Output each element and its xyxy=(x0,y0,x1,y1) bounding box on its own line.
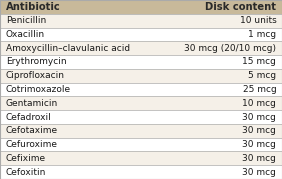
Bar xyxy=(0,110,282,124)
Bar xyxy=(0,83,282,96)
Text: 30 mcg: 30 mcg xyxy=(243,113,276,122)
Text: Antibiotic: Antibiotic xyxy=(6,2,60,12)
Bar xyxy=(0,55,282,69)
Text: Cefuroxime: Cefuroxime xyxy=(6,140,58,149)
Bar xyxy=(0,124,282,138)
Text: 15 mcg: 15 mcg xyxy=(243,57,276,66)
Text: Cotrimoxazole: Cotrimoxazole xyxy=(6,85,71,94)
Text: 30 mcg: 30 mcg xyxy=(243,154,276,163)
Text: Amoxycillin–clavulanic acid: Amoxycillin–clavulanic acid xyxy=(6,44,130,53)
Text: 5 mcg: 5 mcg xyxy=(248,71,276,80)
Text: 30 mcg: 30 mcg xyxy=(243,168,276,177)
Text: Cefoxitin: Cefoxitin xyxy=(6,168,46,177)
Bar xyxy=(0,138,282,151)
Bar xyxy=(0,151,282,165)
Text: Oxacillin: Oxacillin xyxy=(6,30,45,39)
Text: 30 mcg (20/10 mcg): 30 mcg (20/10 mcg) xyxy=(184,44,276,53)
Bar xyxy=(0,28,282,41)
Text: Ciprofloxacin: Ciprofloxacin xyxy=(6,71,65,80)
Text: 1 mcg: 1 mcg xyxy=(248,30,276,39)
Text: 10 mcg: 10 mcg xyxy=(243,99,276,108)
Bar xyxy=(0,69,282,83)
Text: Penicillin: Penicillin xyxy=(6,16,46,25)
Text: 30 mcg: 30 mcg xyxy=(243,140,276,149)
Text: Gentamicin: Gentamicin xyxy=(6,99,58,108)
Text: Erythromycin: Erythromycin xyxy=(6,57,66,66)
Text: 10 units: 10 units xyxy=(240,16,276,25)
Bar xyxy=(0,14,282,28)
Text: Cefixime: Cefixime xyxy=(6,154,46,163)
Bar xyxy=(0,165,282,179)
Bar xyxy=(0,41,282,55)
Text: 25 mcg: 25 mcg xyxy=(243,85,276,94)
Text: Cefotaxime: Cefotaxime xyxy=(6,126,58,135)
Text: 30 mcg: 30 mcg xyxy=(243,126,276,135)
Text: Disk content: Disk content xyxy=(205,2,276,12)
Bar xyxy=(0,96,282,110)
Bar xyxy=(0,0,282,14)
Text: Cefadroxil: Cefadroxil xyxy=(6,113,51,122)
